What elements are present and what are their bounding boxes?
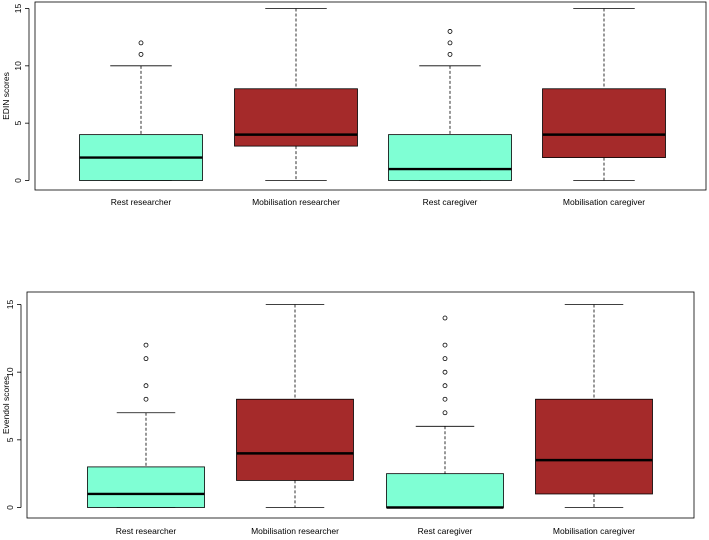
evendol-x-label-rest-caregiver: Rest caregiver <box>418 526 473 536</box>
edin-mobilisation-caregiver-box-group <box>542 8 666 181</box>
edin-y-axis: 0 5 10 15 <box>13 4 30 183</box>
evendol-rest-caregiver-outlier-2 <box>442 383 448 389</box>
evendol-y-tick-label-15: 15 <box>5 300 15 310</box>
edin-y-tick-label-5: 5 <box>13 121 23 126</box>
evendol-x-label-rest-researcher: Rest researcher <box>116 526 177 536</box>
evendol-boxplot-panel: Evendol scores 0 5 10 15 Rest researcher Mo… <box>1 291 695 536</box>
evendol-x-label-mobilisation-researcher: Mobilisation researcher <box>251 526 339 536</box>
evendol-rest-caregiver-outlier-3 <box>442 369 448 375</box>
edin-rest-caregiver-box <box>388 134 512 181</box>
edin-y-tick-label-15: 15 <box>13 4 23 14</box>
evendol-y-tick-label-0: 0 <box>5 505 15 510</box>
edin-rest-researcher-box-group <box>79 40 203 181</box>
evendol-rest-researcher-outlier-0 <box>143 396 149 402</box>
edin-x-axis: Rest researcher Mobilisation researcher … <box>111 197 646 207</box>
edin-rest-caregiver-outlier-1 <box>447 40 453 46</box>
edin-mobilisation-researcher-box-group <box>234 8 358 181</box>
evendol-rest-researcher-box-group <box>87 342 205 508</box>
edin-mobilisation-researcher-box <box>234 88 358 147</box>
evendol-rest-researcher-outlier-1 <box>143 383 149 389</box>
evendol-rest-researcher-outlier-2 <box>143 356 149 362</box>
edin-x-label-rest-researcher: Rest researcher <box>111 197 172 207</box>
evendol-rest-caregiver-box <box>386 473 504 508</box>
evendol-rest-caregiver-box-group <box>386 315 504 509</box>
edin-rest-researcher-outlier-1 <box>138 40 144 46</box>
edin-y-tick-label-10: 10 <box>13 61 23 71</box>
edin-x-label-mobilisation-caregiver: Mobilisation caregiver <box>563 197 645 207</box>
evendol-plot-frame <box>26 291 695 519</box>
edin-rest-caregiver-outlier-0 <box>447 51 453 57</box>
edin-x-label-rest-caregiver: Rest caregiver <box>423 197 478 207</box>
evendol-x-label-mobilisation-caregiver: Mobilisation caregiver <box>553 526 635 536</box>
edin-y-axis-label: EDIN scores <box>1 72 11 120</box>
evendol-rest-caregiver-outlier-6 <box>442 315 448 321</box>
evendol-mobilisation-caregiver-box-group <box>535 304 653 508</box>
evendol-mobilisation-caregiver-box <box>535 398 653 495</box>
evendol-x-axis: Rest researcher Mobilisation researcher … <box>116 526 636 536</box>
evendol-y-axis-label: Evendol scores <box>1 376 11 434</box>
edin-x-label-mobilisation-researcher: Mobilisation researcher <box>252 197 340 207</box>
edin-rest-researcher-outlier-0 <box>138 51 144 57</box>
evendol-rest-researcher-outlier-3 <box>143 342 149 348</box>
evendol-y-tick-label-5: 5 <box>5 437 15 442</box>
edin-y-tick-label-0: 0 <box>13 178 23 183</box>
evendol-rest-researcher-box <box>87 466 205 508</box>
evendol-y-tick-label-10: 10 <box>5 367 15 377</box>
edin-boxplot-panel: EDIN scores 0 5 10 15 Rest researcher Mobil… <box>1 1 707 207</box>
evendol-rest-caregiver-outlier-4 <box>442 356 448 362</box>
evendol-y-axis: 0 5 10 15 <box>5 300 22 510</box>
edin-plot-frame <box>34 1 707 191</box>
evendol-mobilisation-researcher-box-group <box>236 304 354 508</box>
edin-rest-caregiver-box-group <box>388 29 512 181</box>
evendol-rest-caregiver-outlier-5 <box>442 342 448 348</box>
evendol-rest-caregiver-outlier-1 <box>442 396 448 402</box>
edin-boxes <box>79 8 666 181</box>
edin-mobilisation-caregiver-box <box>542 88 666 158</box>
evendol-rest-caregiver-outlier-0 <box>442 410 448 416</box>
evendol-mobilisation-researcher-box <box>236 398 354 481</box>
evendol-boxes <box>87 304 653 509</box>
edin-rest-caregiver-outlier-2 <box>447 29 453 34</box>
